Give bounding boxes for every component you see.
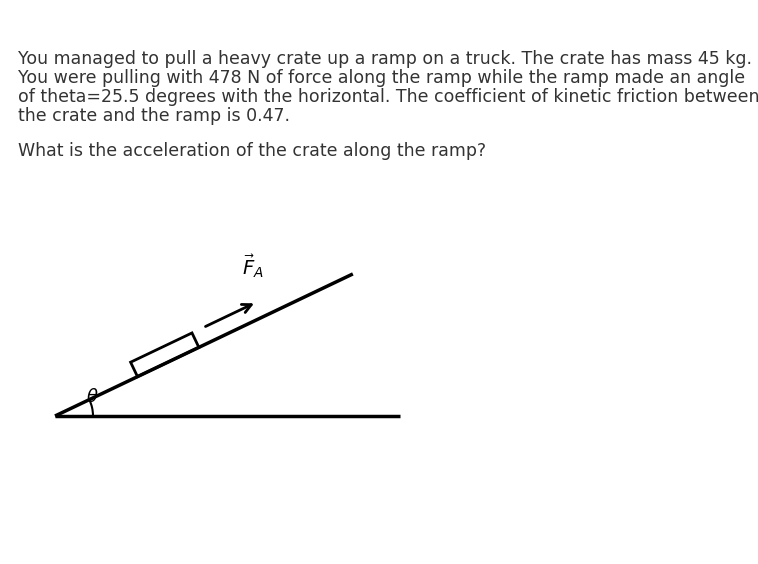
Text: You were pulling with 478 N of force along the ramp while the ramp made an angle: You were pulling with 478 N of force alo… [18,69,745,87]
Text: $\vec{F}_A$: $\vec{F}_A$ [242,253,264,280]
Text: the crate and the ramp is 0.47.: the crate and the ramp is 0.47. [18,107,290,125]
Text: of theta=25.5 degrees with the horizontal. The coefficient of kinetic friction b: of theta=25.5 degrees with the horizonta… [18,88,758,106]
Text: You managed to pull a heavy crate up a ramp on a truck. The crate has mass 45 kg: You managed to pull a heavy crate up a r… [18,50,752,68]
Text: θ: θ [87,388,98,406]
Text: What is the acceleration of the crate along the ramp?: What is the acceleration of the crate al… [18,142,486,160]
